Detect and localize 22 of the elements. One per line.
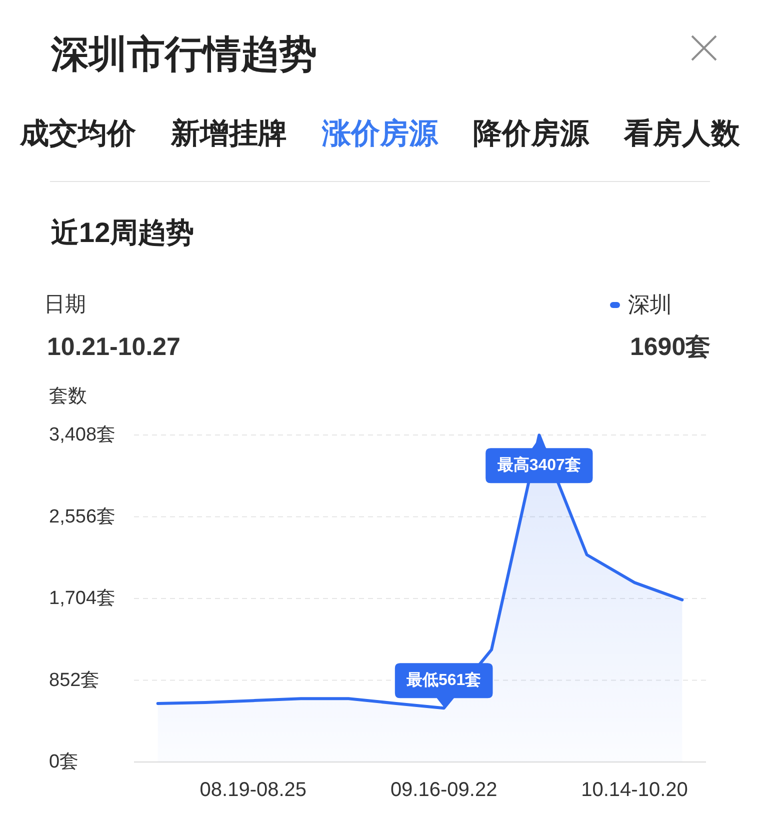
- text: 日期: [44, 293, 86, 316]
- y-tick-label: 3,408套: [49, 424, 116, 446]
- text: 降价房源: [473, 117, 590, 150]
- x-tick-label: 10.14-10.20: [581, 779, 688, 801]
- y-tick-label: 2,556套: [49, 506, 116, 528]
- y-tick-label: 0套: [49, 752, 79, 772]
- data-label: 最高3407套: [496, 455, 581, 474]
- y-tick-label: 1,704套: [49, 588, 116, 609]
- text: 新增挂牌: [170, 117, 287, 150]
- data-label: 最低561套: [405, 671, 482, 690]
- y-axis-title: 套数: [49, 386, 87, 407]
- legend-label: 深圳: [628, 292, 672, 317]
- text: 1690套: [630, 333, 711, 361]
- chart-title: 深圳市行情趋势: [50, 33, 317, 76]
- x-tick-label: 08.19-08.25: [200, 779, 307, 801]
- chart-subtitle: 近12周趋势: [51, 217, 194, 248]
- text: 10.21-10.27: [47, 333, 180, 361]
- text: 成交均价: [19, 117, 137, 150]
- y-tick-label: 852套: [49, 670, 100, 691]
- text: 看房人数: [623, 117, 741, 150]
- text: 涨价房源: [321, 117, 439, 150]
- x-tick-label: 09.16-09.22: [390, 779, 498, 801]
